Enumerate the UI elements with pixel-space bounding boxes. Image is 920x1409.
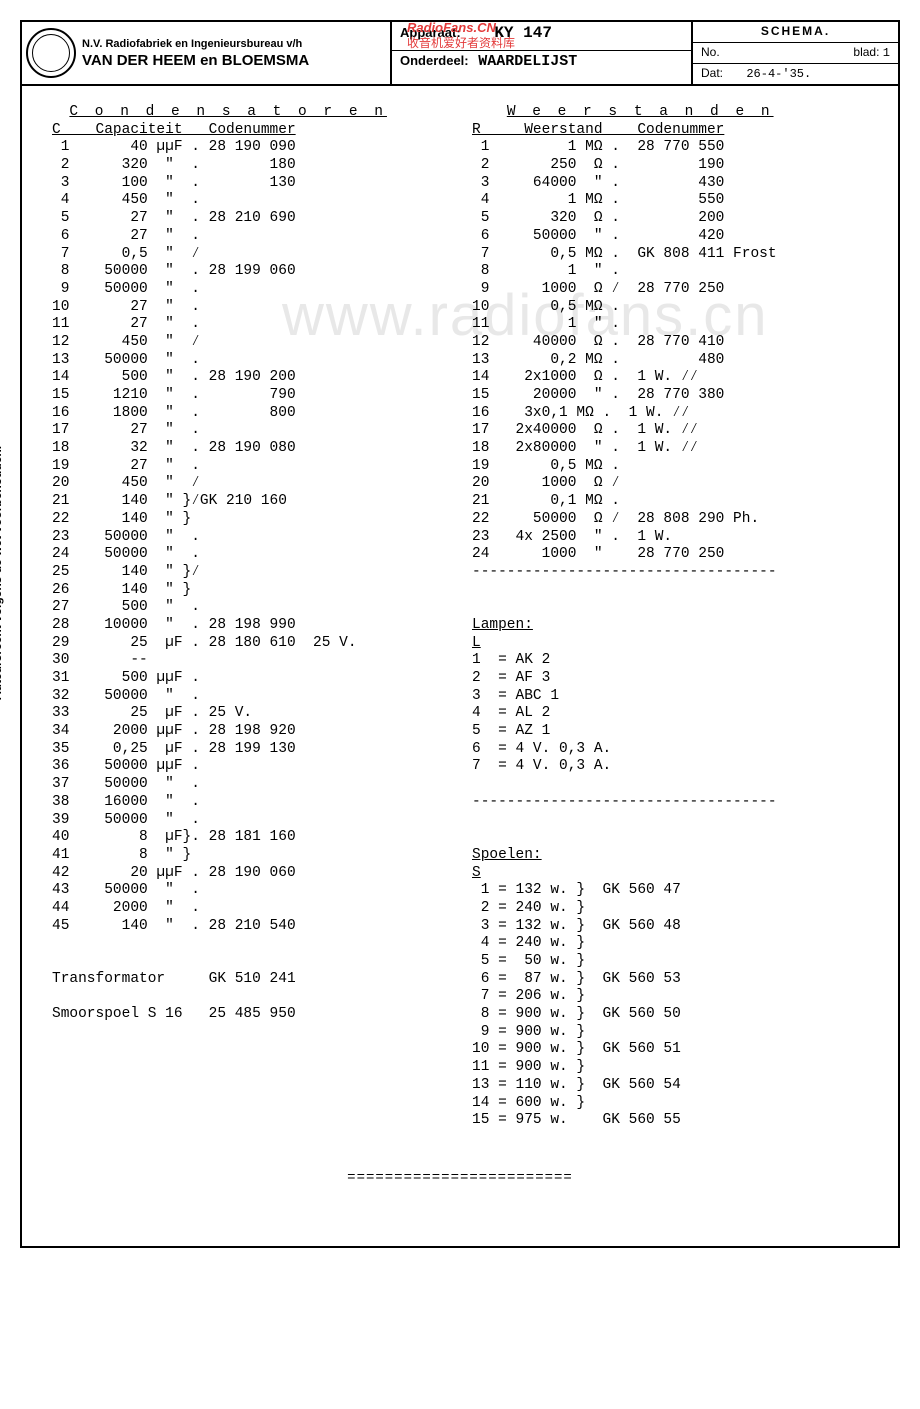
no-label: No. — [701, 45, 720, 59]
column-condensatoren: C o n d e n s a t o r e n C Capaciteit C… — [52, 104, 472, 1130]
watermark-url: RadioFans.CN — [407, 20, 496, 35]
document-page: RadioFans.CN 收音机爱好者资料库 www.radiofans.cn … — [20, 20, 900, 1248]
date-label: Dat: — [701, 66, 723, 80]
header-right: SCHEMA. No. blad: 1 Dat: 26-4-'35. — [693, 22, 898, 84]
blad-label: blad: — [853, 45, 879, 59]
date-value: 26-4-'35. — [746, 67, 811, 81]
schema-label: SCHEMA. — [693, 22, 898, 43]
watermark-chinese: 收音机爱好者资料库 — [407, 34, 515, 51]
content: C o n d e n s a t o r e n C Capaciteit C… — [22, 86, 898, 1140]
logo-icon — [26, 28, 76, 78]
company-subtitle: N.V. Radiofabriek en Ingenieursbureau v/… — [82, 38, 309, 50]
company-name: VAN DER HEEM en BLOEMSMA — [82, 52, 309, 69]
onderdeel-value: WAARDELIJST — [478, 53, 577, 70]
column-right: W e e r s t a n d e n R Weerstand Codenu… — [472, 104, 873, 1130]
copyright-side-text: Auteursrecht volgens de wet voorbehouden… — [0, 446, 4, 700]
footer-divider: ======================== — [22, 1170, 898, 1186]
onderdeel-label: Onderdeel: — [400, 53, 469, 68]
header-company: N.V. Radiofabriek en Ingenieursbureau v/… — [22, 22, 392, 84]
blad-value: 1 — [883, 46, 890, 60]
